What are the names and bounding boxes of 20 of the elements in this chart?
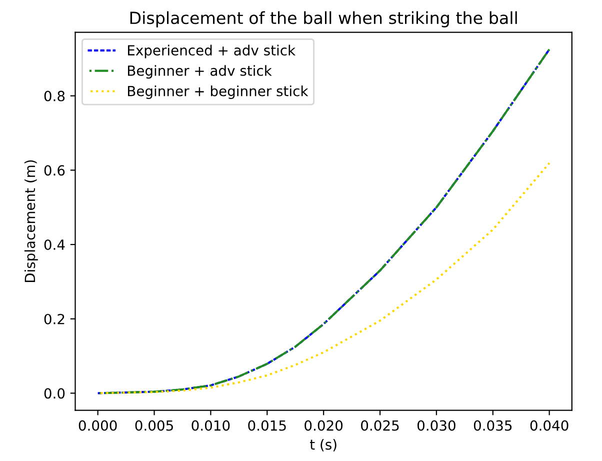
y-tick-label: 0.4 — [44, 239, 65, 250]
x-tick-label: 0.005 — [135, 420, 173, 431]
y-tick-label: 0.8 — [44, 90, 65, 102]
y-tick-label: 0.2 — [44, 314, 64, 324]
x-tick-label: 0.020 — [304, 420, 343, 431]
x-tick-label: 0.025 — [361, 420, 399, 431]
chart-title: Displacement of the ball when striking the ball — [130, 11, 517, 28]
legend-label: Experienced + adv stick — [128, 44, 296, 58]
y-axis-title: Displacement (m) — [24, 160, 38, 282]
y-tick-label: 0.0 — [44, 388, 65, 399]
y-tick-label: 0.6 — [44, 165, 65, 176]
x-tick-label: 0.030 — [417, 420, 456, 431]
legend-label: Beginner + beginner stick — [128, 86, 308, 99]
x-tick-label: 0.015 — [248, 420, 286, 431]
x-tick-label: 0.040 — [530, 420, 568, 431]
x-tick-label: 0.035 — [474, 420, 512, 431]
legend-label: Beginner + adv stick — [128, 65, 272, 79]
x-tick-label: 0.010 — [192, 420, 230, 431]
x-tick-label: 0.000 — [78, 420, 117, 431]
x-axis-title: t (s) — [310, 439, 336, 452]
